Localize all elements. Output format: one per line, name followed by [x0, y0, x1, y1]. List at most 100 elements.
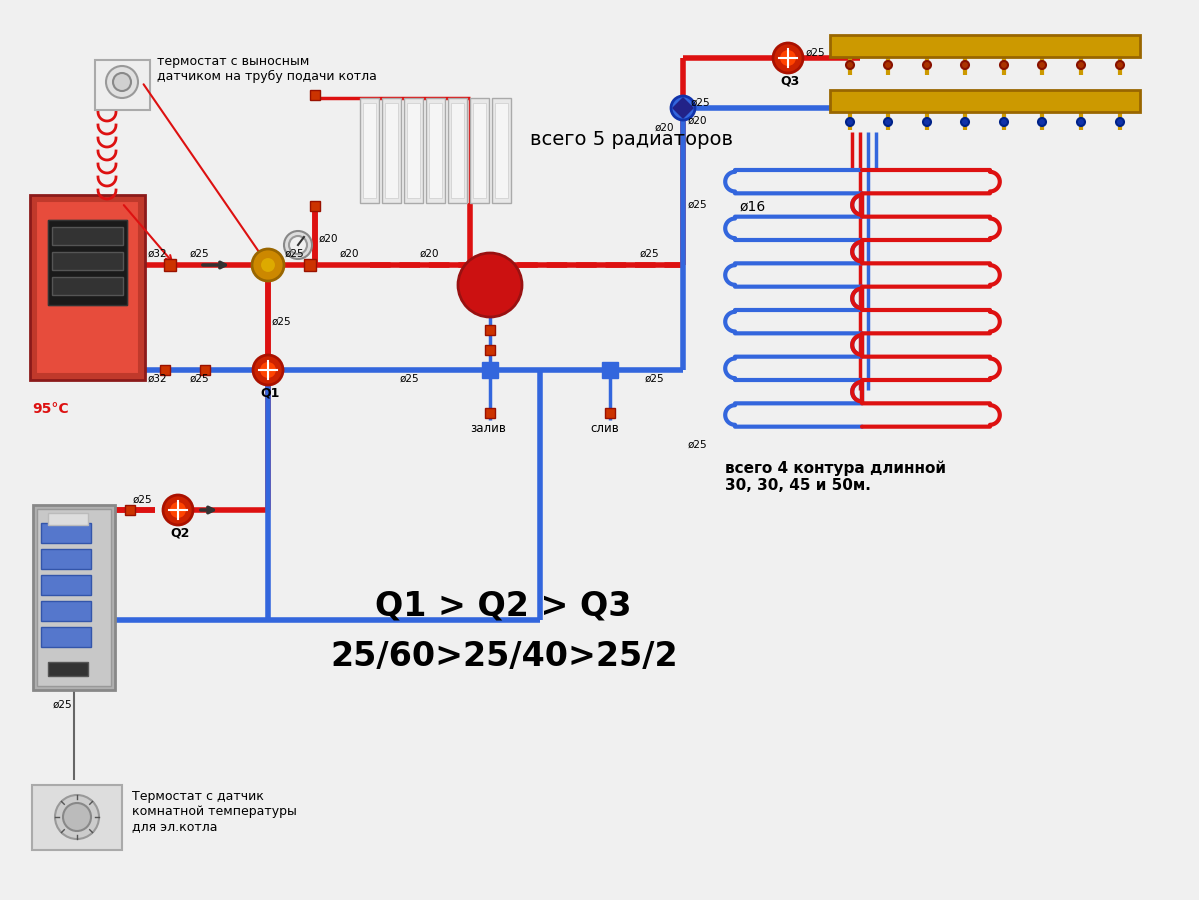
Circle shape: [671, 96, 695, 120]
Circle shape: [1038, 118, 1046, 126]
Circle shape: [923, 118, 930, 126]
Text: Q3: Q3: [781, 75, 800, 88]
Circle shape: [1116, 61, 1123, 69]
Bar: [311, 201, 320, 211]
Text: ø25: ø25: [189, 374, 210, 384]
Text: залив: залив: [470, 422, 506, 435]
Bar: [41, 549, 91, 569]
Circle shape: [962, 118, 969, 126]
Bar: [404, 98, 423, 203]
Bar: [602, 362, 617, 378]
Text: ø20: ø20: [688, 116, 707, 126]
Bar: [385, 103, 398, 198]
Text: ø25: ø25: [688, 440, 707, 450]
Bar: [41, 601, 91, 621]
Bar: [830, 90, 1140, 112]
Circle shape: [289, 236, 307, 254]
Bar: [486, 325, 495, 335]
Text: ø32: ø32: [147, 374, 168, 384]
Text: ø16: ø16: [740, 200, 766, 214]
Circle shape: [1077, 61, 1085, 69]
Text: ø20: ø20: [319, 234, 338, 244]
Text: 25/60>25/40>25/2: 25/60>25/40>25/2: [330, 640, 677, 673]
Bar: [429, 103, 442, 198]
Bar: [164, 259, 176, 271]
Circle shape: [779, 49, 797, 67]
Text: 95°С: 95°С: [32, 402, 68, 416]
Text: всего 4 контура длинной
30, 30, 45 и 50м.: всего 4 контура длинной 30, 30, 45 и 50м…: [725, 460, 946, 493]
Circle shape: [106, 66, 138, 98]
Text: ø25: ø25: [53, 700, 73, 710]
Circle shape: [113, 73, 131, 91]
Text: ø25: ø25: [189, 249, 210, 259]
Text: Термостат с датчик
комнатной температуры
для эл.котла: Термостат с датчик комнатной температуры…: [132, 790, 297, 833]
Bar: [48, 220, 127, 305]
Text: слив: слив: [590, 422, 619, 435]
Circle shape: [1000, 61, 1008, 69]
Circle shape: [1116, 118, 1123, 126]
Circle shape: [458, 253, 522, 317]
Text: Q2: Q2: [170, 527, 189, 540]
Circle shape: [253, 355, 283, 385]
Bar: [311, 90, 320, 100]
Text: ø32: ø32: [147, 249, 168, 259]
Polygon shape: [673, 98, 693, 118]
Bar: [492, 98, 511, 203]
Bar: [360, 98, 379, 203]
Bar: [406, 103, 420, 198]
Bar: [159, 365, 170, 375]
Bar: [305, 259, 317, 271]
Text: ø20: ø20: [341, 249, 360, 259]
Bar: [830, 35, 1140, 57]
Text: ø20: ø20: [420, 249, 440, 259]
Bar: [605, 408, 615, 418]
Text: термостат с выносным
датчиком на трубу подачи котла: термостат с выносным датчиком на трубу п…: [157, 55, 376, 83]
Circle shape: [1038, 61, 1046, 69]
Bar: [486, 408, 495, 418]
Bar: [95, 60, 150, 110]
Bar: [41, 575, 91, 595]
Bar: [451, 103, 464, 198]
Text: ø25: ø25: [133, 495, 152, 505]
Circle shape: [923, 61, 930, 69]
Bar: [52, 277, 123, 295]
Bar: [448, 98, 466, 203]
Bar: [200, 365, 210, 375]
Bar: [495, 103, 508, 198]
Bar: [363, 103, 376, 198]
Bar: [34, 505, 115, 690]
Circle shape: [55, 795, 100, 839]
Circle shape: [169, 501, 187, 519]
Text: ø25: ø25: [400, 374, 420, 384]
Bar: [41, 523, 91, 543]
Circle shape: [252, 249, 284, 281]
Circle shape: [259, 361, 277, 379]
Text: Q1 > Q2 > Q3: Q1 > Q2 > Q3: [375, 590, 632, 623]
Circle shape: [884, 61, 892, 69]
Circle shape: [284, 231, 312, 259]
Circle shape: [846, 118, 854, 126]
Bar: [30, 195, 145, 380]
Circle shape: [962, 61, 969, 69]
Bar: [125, 505, 135, 515]
Text: ø25: ø25: [640, 249, 659, 259]
Bar: [41, 627, 91, 647]
Circle shape: [64, 803, 91, 831]
Bar: [382, 98, 400, 203]
Circle shape: [260, 257, 276, 273]
Text: ø25: ø25: [285, 249, 305, 259]
Bar: [48, 220, 127, 305]
Text: ø25: ø25: [688, 200, 707, 210]
Circle shape: [846, 61, 854, 69]
Text: Q1: Q1: [260, 387, 279, 400]
Bar: [36, 201, 139, 374]
Bar: [32, 785, 122, 850]
Text: ø25: ø25: [806, 48, 826, 58]
Text: ø20: ø20: [655, 123, 675, 133]
Circle shape: [773, 43, 803, 73]
Text: ø25: ø25: [272, 317, 291, 327]
Bar: [52, 227, 123, 245]
Bar: [482, 362, 498, 378]
Circle shape: [1000, 118, 1008, 126]
Bar: [48, 662, 88, 676]
